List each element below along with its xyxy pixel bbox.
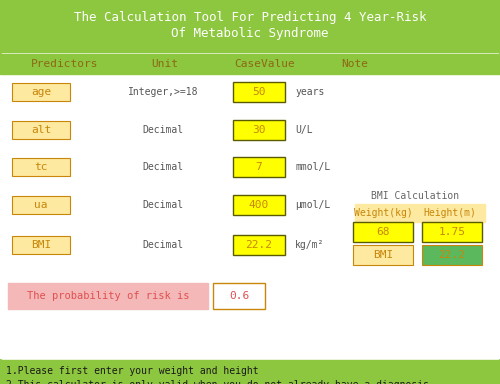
Bar	[422, 222, 482, 242]
Text: BMI Calculation: BMI Calculation	[371, 191, 459, 201]
Bar	[353, 245, 413, 265]
Text: ua: ua	[34, 200, 48, 210]
Bar	[12, 236, 70, 254]
Bar	[0, 0, 500, 52]
Bar	[213, 283, 265, 309]
Text: Integer,>=18: Integer,>=18	[128, 87, 198, 97]
Bar	[355, 204, 485, 222]
Text: 30: 30	[252, 125, 266, 135]
Text: kg/m²: kg/m²	[295, 240, 324, 250]
Text: 0.6: 0.6	[229, 291, 249, 301]
Bar	[0, 74, 500, 358]
Bar	[8, 283, 208, 309]
Text: The probability of risk is: The probability of risk is	[27, 291, 189, 301]
Bar	[12, 83, 70, 101]
Text: Decimal: Decimal	[142, 162, 184, 172]
Text: years: years	[295, 87, 324, 97]
Bar	[353, 222, 413, 242]
Text: BMI: BMI	[31, 240, 51, 250]
Bar	[0, 54, 500, 74]
Text: 2.This calculator is only valid when you do not already have a diagnosis: 2.This calculator is only valid when you…	[6, 380, 429, 384]
Text: alt: alt	[31, 125, 51, 135]
Text: 1.Please first enter your weight and height: 1.Please first enter your weight and hei…	[6, 366, 258, 376]
Text: Of Metabolic Syndrome: Of Metabolic Syndrome	[171, 26, 329, 40]
Text: 7: 7	[256, 162, 262, 172]
Bar	[233, 235, 285, 255]
Bar	[12, 196, 70, 214]
Text: age: age	[31, 87, 51, 97]
Text: Decimal: Decimal	[142, 240, 184, 250]
Text: 22.2: 22.2	[438, 250, 466, 260]
Bar	[233, 120, 285, 140]
Text: 50: 50	[252, 87, 266, 97]
Bar	[422, 245, 482, 265]
Text: Unit: Unit	[152, 59, 178, 69]
Text: Predictors: Predictors	[31, 59, 99, 69]
Text: 400: 400	[249, 200, 269, 210]
Bar	[12, 121, 70, 139]
Text: 1.75: 1.75	[438, 227, 466, 237]
Text: Decimal: Decimal	[142, 200, 184, 210]
Text: tc: tc	[34, 162, 48, 172]
Text: μmol/L: μmol/L	[295, 200, 330, 210]
Text: mmol/L: mmol/L	[295, 162, 330, 172]
Text: 68: 68	[376, 227, 390, 237]
Text: U/L: U/L	[295, 125, 312, 135]
Text: The Calculation Tool For Predicting 4 Year-Risk: The Calculation Tool For Predicting 4 Ye…	[74, 10, 426, 23]
Bar	[0, 360, 500, 384]
Bar	[233, 195, 285, 215]
Bar	[12, 158, 70, 176]
Text: 22.2: 22.2	[246, 240, 272, 250]
Bar	[233, 157, 285, 177]
Text: Decimal: Decimal	[142, 125, 184, 135]
Bar	[233, 82, 285, 102]
Text: Weight(kg): Weight(kg)	[354, 208, 412, 218]
Text: Note: Note	[342, 59, 368, 69]
Text: CaseValue: CaseValue	[234, 59, 296, 69]
Text: BMI: BMI	[373, 250, 393, 260]
Text: Height(m): Height(m)	[424, 208, 476, 218]
